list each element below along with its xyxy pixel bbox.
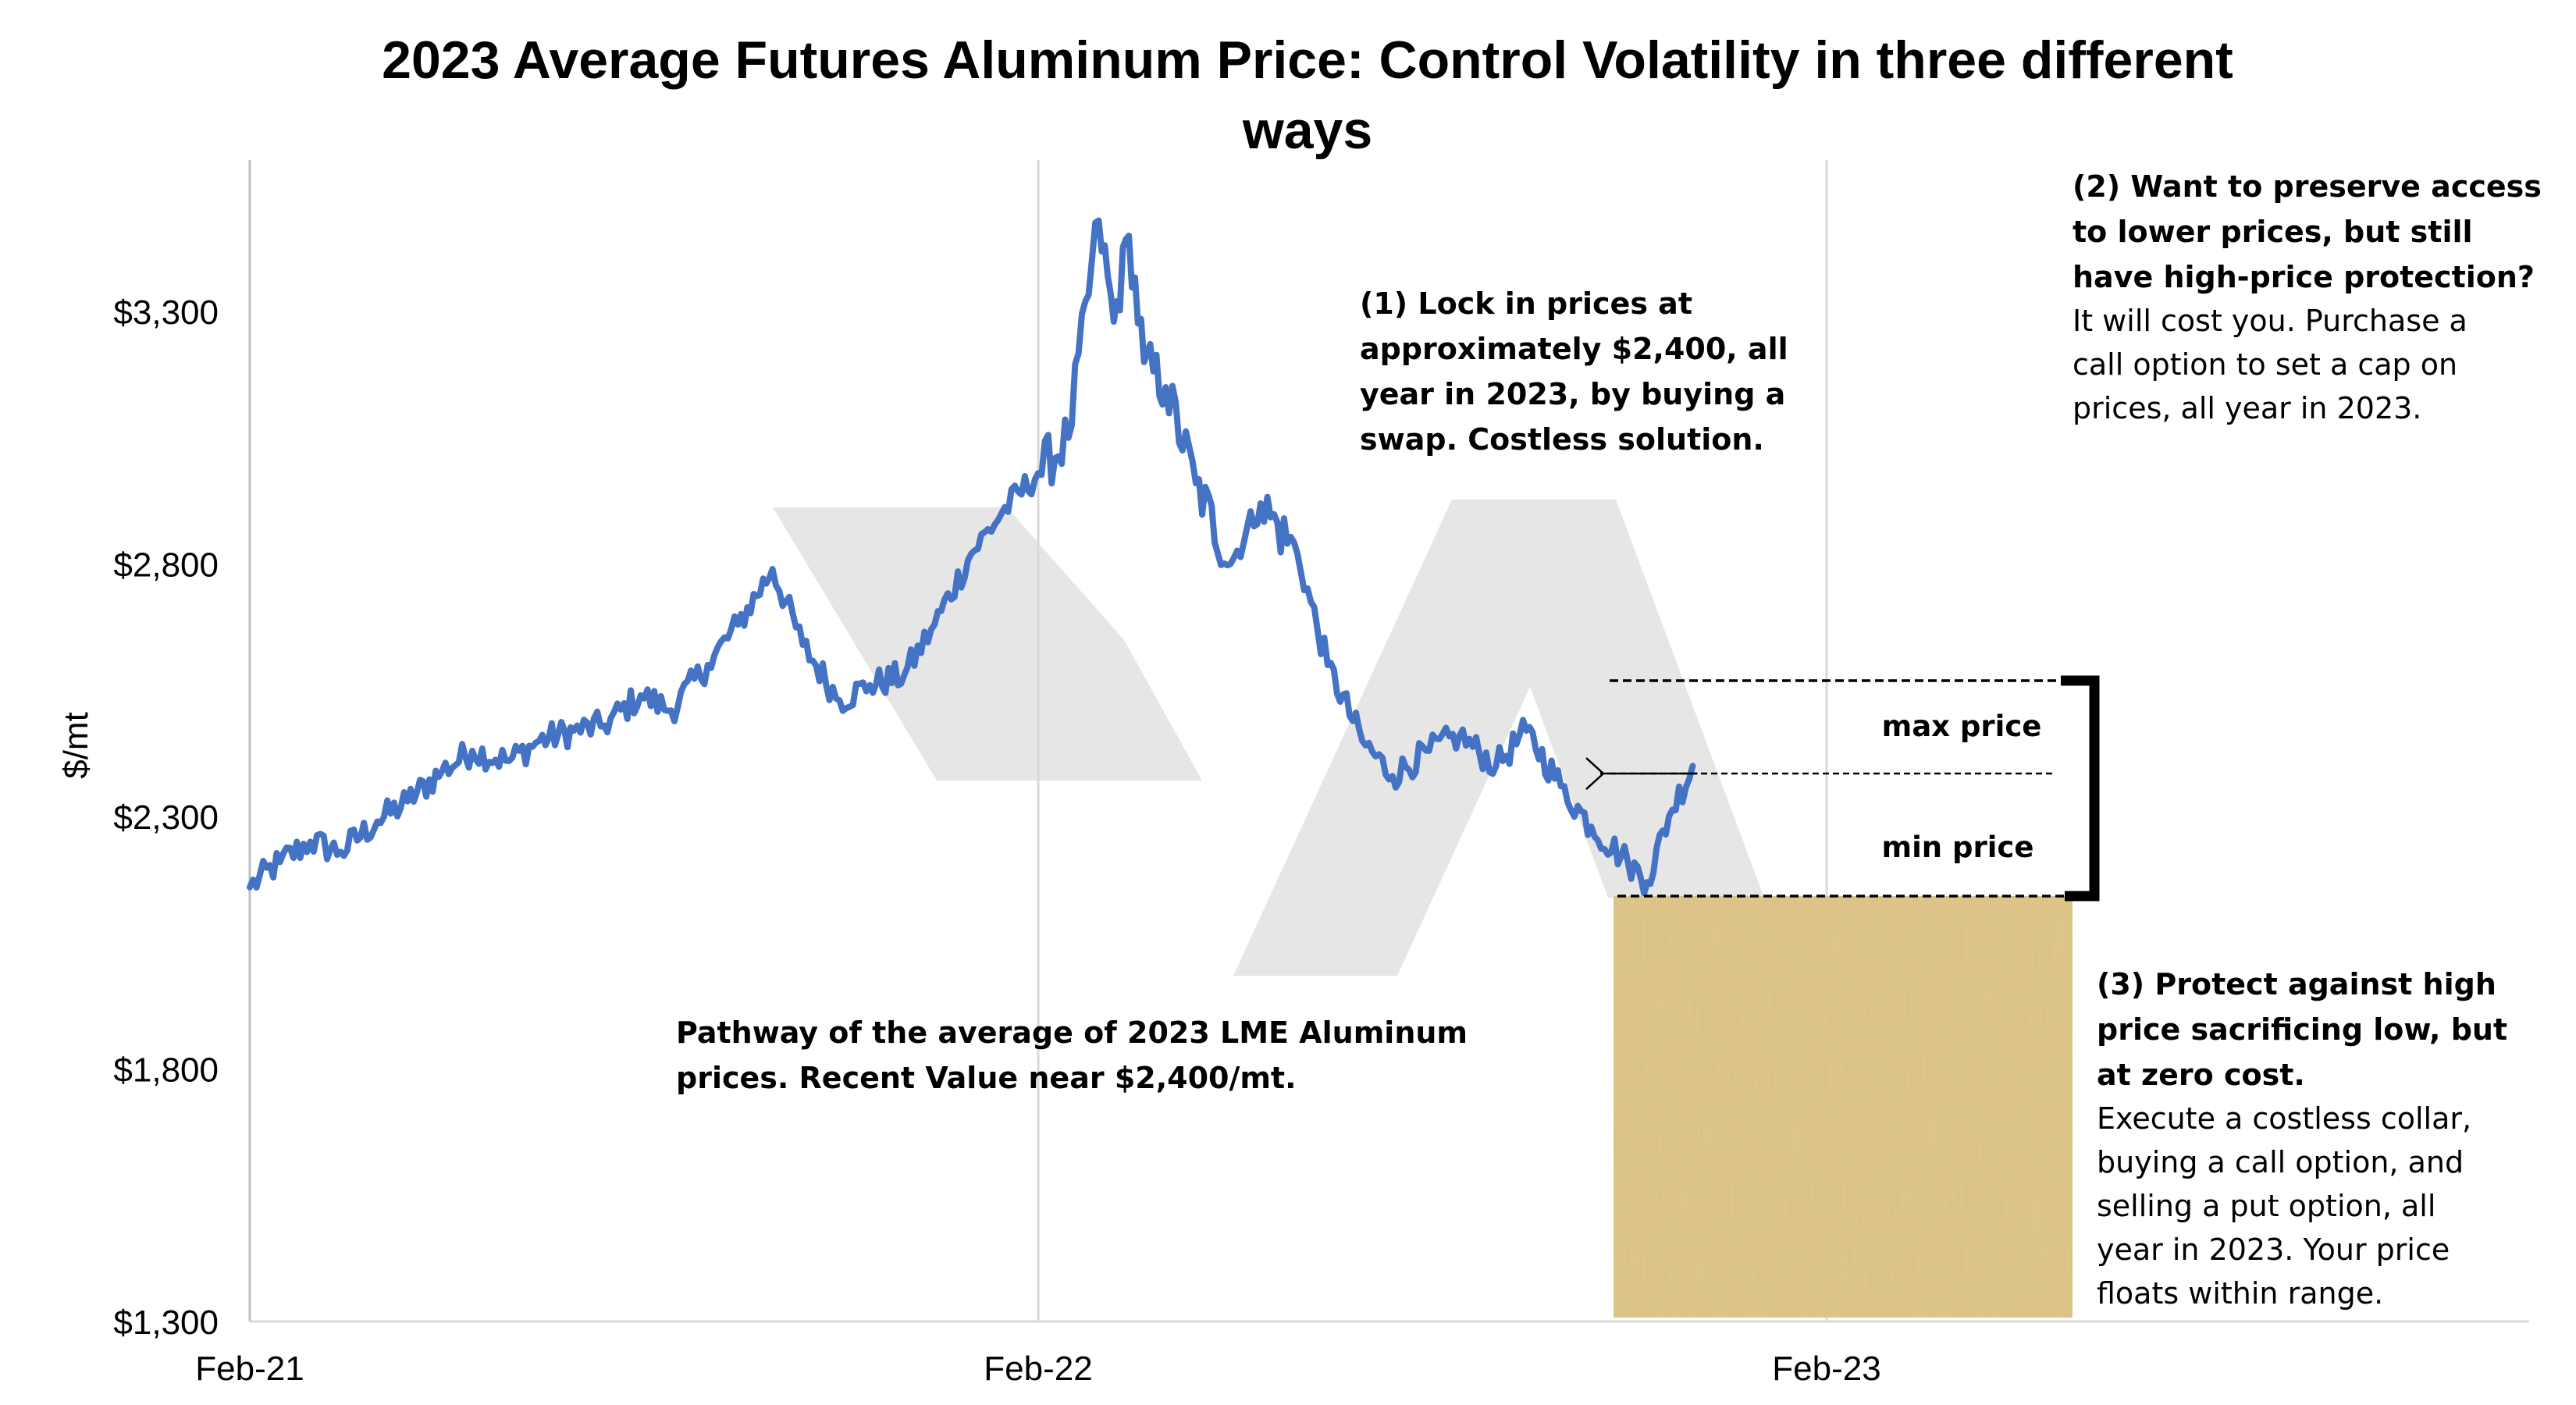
svg-text:Pathway of the average of 2023: Pathway of the average of 2023 LME Alumi… (676, 1016, 1468, 1050)
x-tick-labels: Feb-21 Feb-22 Feb-23 (195, 1350, 1880, 1388)
annotation-call-option: (2) Want to preserve access to lower pri… (2073, 169, 2542, 425)
svg-text:at zero cost.: at zero cost. (2097, 1058, 2305, 1092)
svg-text:floats within range.: floats within range. (2097, 1276, 2383, 1311)
collar-range-box (1614, 896, 2073, 1318)
svg-text:year in 2023, by buying a: year in 2023, by buying a (1360, 377, 1785, 411)
svg-text:price sacrificing low, but: price sacrificing low, but (2097, 1012, 2507, 1047)
price-range-bracket (2061, 675, 2100, 902)
svg-text:to lower prices, but still: to lower prices, but still (2073, 215, 2473, 249)
watermark-logo (773, 500, 1764, 976)
series-line-aluminum-price (247, 217, 1696, 897)
max-price-label: max price (1882, 710, 2042, 743)
svg-text:prices, all year in 2023.: prices, all year in 2023. (2073, 391, 2421, 425)
arrow-head (1585, 757, 1605, 790)
svg-text:prices. Recent Value near $2,: prices. Recent Value near $2,400/mt. (676, 1061, 1297, 1095)
svg-text:It will cost you. Purchase a: It will cost you. Purchase a (2073, 304, 2467, 338)
chart-title-line-2: ways (1242, 101, 1372, 160)
annotation-lock-swap: (1) Lock in prices at approximately $2,4… (1360, 286, 1788, 457)
y-tick-label: $1,300 (113, 1304, 219, 1342)
x-tick-label: Feb-22 (984, 1350, 1092, 1388)
annotation-pathway: Pathway of the average of 2023 LME Alumi… (676, 1016, 1468, 1095)
svg-text:Execute a costless collar,: Execute a costless collar, (2097, 1101, 2471, 1136)
y-tick-labels: $1,300 $1,800 $2,300 $2,800 $3,300 (113, 293, 219, 1342)
x-tick-label: Feb-21 (195, 1350, 304, 1388)
watermark-a (1233, 500, 1764, 976)
svg-text:buying a call option, and: buying a call option, and (2097, 1145, 2464, 1179)
min-price-label: min price (1882, 831, 2034, 864)
chart-title-line-1: 2023 Average Futures Aluminum Price: Con… (382, 30, 2233, 90)
annotation-collar: (3) Protect against high price sacrifici… (2097, 967, 2507, 1311)
svg-text:year in 2023. Your price: year in 2023. Your price (2097, 1232, 2450, 1267)
svg-text:(3) Protect against high: (3) Protect against high (2097, 967, 2496, 1001)
svg-text:swap. Costless solution.: swap. Costless solution. (1360, 422, 1764, 457)
y-axis-label: $/mt (57, 712, 95, 779)
x-tick-label: Feb-23 (1772, 1350, 1880, 1388)
y-tick-label: $3,300 (113, 293, 219, 332)
watermark-slash (773, 507, 1202, 781)
y-tick-label: $2,800 (113, 546, 219, 585)
arrow-icon (1585, 757, 1698, 790)
y-tick-label: $2,300 (113, 799, 219, 837)
svg-text:(2) Want to preserve access: (2) Want to preserve access (2073, 169, 2542, 204)
svg-text:selling a put option, all: selling a put option, all (2097, 1189, 2435, 1223)
svg-text:approximately $2,400, all: approximately $2,400, all (1360, 332, 1788, 366)
svg-text:call option to set a cap on: call option to set a cap on (2073, 347, 2457, 382)
svg-text:(1) Lock in prices at: (1) Lock in prices at (1360, 286, 1692, 321)
y-tick-label: $1,800 (113, 1051, 219, 1090)
svg-text:have high-price protection?: have high-price protection? (2073, 260, 2535, 294)
